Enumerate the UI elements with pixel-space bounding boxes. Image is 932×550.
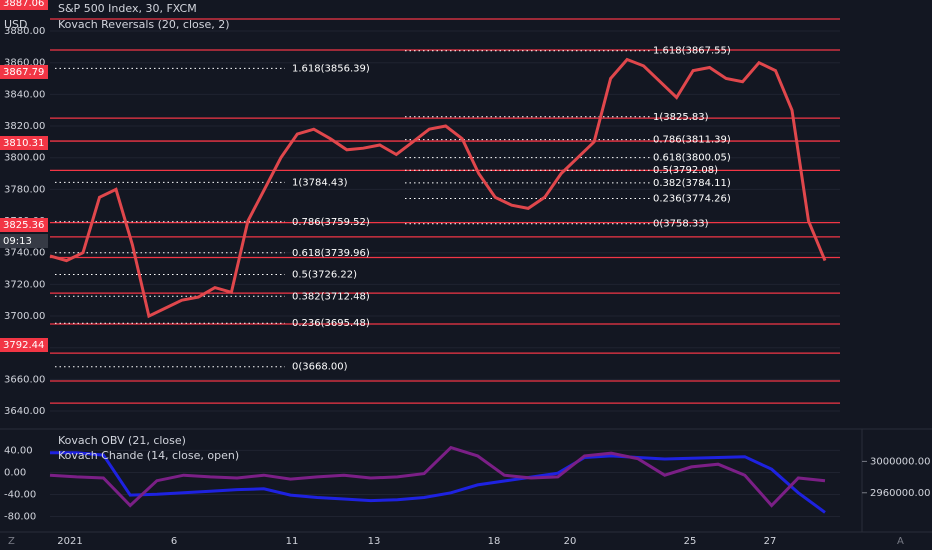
y-tick-label: 3820.00 [4, 121, 45, 132]
price-tag: 09:13 [3, 236, 32, 247]
fib-label: 1(3825.83) [653, 112, 709, 123]
price-tag: 3792.44 [3, 340, 44, 351]
fib-label: 0.5(3792.08) [653, 165, 718, 176]
fib-label: 0(3668.00) [292, 362, 348, 373]
fib-label: 1.618(3856.39) [292, 63, 370, 74]
y-tick-label: 3880.00 [4, 26, 45, 37]
y-tick-label: 3720.00 [4, 279, 45, 290]
price-tag-bg [0, 65, 48, 79]
price-tag: 3810.31 [3, 138, 44, 149]
price-tag-bg [0, 338, 48, 352]
fib-label: 0.5(3726.22) [292, 270, 357, 281]
fib-label: 1.618(3867.55) [653, 46, 731, 57]
fib-label: 0.618(3739.96) [292, 248, 370, 259]
x-tick-label: 2021 [57, 536, 82, 547]
fib-label: 0.236(3774.26) [653, 193, 731, 204]
y-tick-label: 3660.00 [4, 374, 45, 385]
fib-label: 0.786(3759.52) [292, 217, 370, 228]
x-tick-label: 6 [171, 536, 177, 547]
y-tick-label: 3840.00 [4, 89, 45, 100]
series-line [49, 445, 826, 508]
indicator-title: Kovach Reversals (20, close, 2) [58, 18, 230, 31]
series-line [50, 451, 826, 514]
y-tick-label: 3800.00 [4, 153, 45, 164]
y-tick-label: -40.00 [4, 490, 36, 501]
price-tag: 3887.06 [3, 0, 44, 9]
x-tick-label: 27 [764, 536, 777, 547]
y-tick-label: 3860.00 [4, 58, 45, 69]
y-tick-label: 0.00 [4, 467, 26, 478]
y-tick-label: -80.00 [4, 512, 36, 523]
price-tag: 3825.36 [3, 220, 44, 231]
fib-label: 0.786(3811.39) [653, 135, 731, 146]
fib-label: 1(3784.43) [292, 177, 348, 188]
chart-title: S&P 500 Index, 30, FXCM [58, 2, 197, 15]
y2-tick-label: 3000000.00 [870, 456, 930, 467]
price-tag: 3867.79 [3, 67, 44, 78]
series-line [49, 57, 827, 319]
y-tick-label: 3780.00 [4, 184, 45, 195]
y-tick-label: 3640.00 [4, 406, 45, 417]
x-tick-label: 13 [368, 536, 381, 547]
fib-label: 0.618(3800.05) [653, 153, 731, 164]
y-tick-label: 40.00 [4, 445, 33, 456]
price-tag-bg [0, 218, 48, 232]
x-tick-label: 20 [564, 536, 577, 547]
y-tick-label: 3740.00 [4, 248, 45, 259]
fib-label: 0(3758.33) [653, 219, 709, 230]
x-tick-label: 25 [684, 536, 697, 547]
legend-entry: Kovach OBV (21, close) [58, 434, 186, 447]
toolbar-button[interactable]: A [897, 536, 904, 547]
fib-label: 0.382(3784.11) [653, 178, 731, 189]
price-tag-bg [0, 136, 48, 150]
currency: USD [4, 18, 28, 31]
price-tag-bg [0, 234, 48, 248]
fib-label: 0.382(3712.48) [292, 291, 370, 302]
toolbar-button[interactable]: Z [8, 536, 15, 547]
y-tick-label: 3700.00 [4, 311, 45, 322]
x-tick-label: 11 [286, 536, 299, 547]
x-tick-label: 18 [488, 536, 501, 547]
price-tag-bg [0, 0, 48, 10]
legend-entry: Kovach Chande (14, close, open) [58, 449, 239, 462]
y2-tick-label: 2960000.00 [870, 488, 930, 499]
fib-label: 0.236(3695.48) [292, 318, 370, 329]
